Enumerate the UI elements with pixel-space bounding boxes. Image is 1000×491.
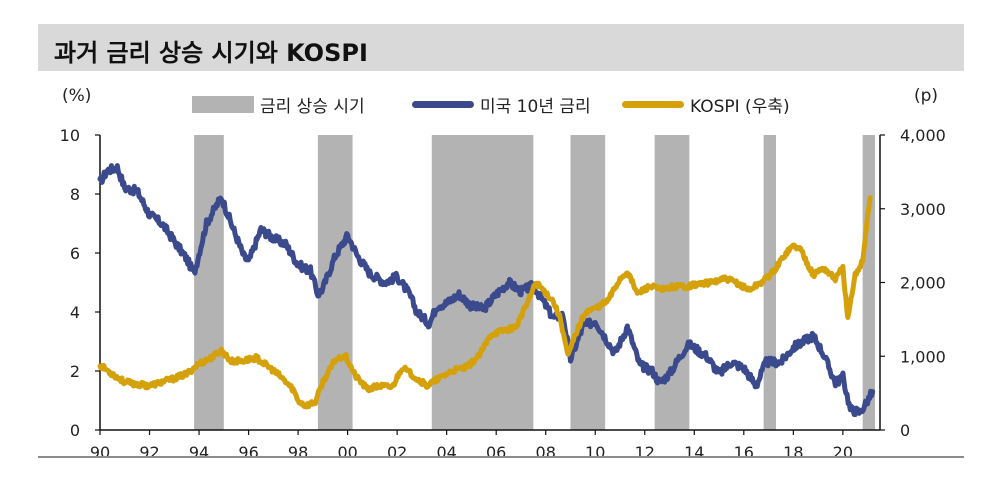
right-tick-label-4: 4,000 bbox=[900, 126, 946, 145]
legend-label-band: 금리 상승 시기 bbox=[260, 96, 365, 117]
right-tick-label-3: 3,000 bbox=[900, 200, 946, 219]
x-tick-label-7: 04 bbox=[436, 443, 456, 462]
series-line-us10y bbox=[97, 163, 876, 417]
left-tick-label-1: 2 bbox=[70, 362, 80, 381]
right-tick-label-2: 2,000 bbox=[900, 274, 946, 293]
legend-label-us10y: 미국 10년 금리 bbox=[480, 96, 591, 117]
left-tick-label-3: 6 bbox=[70, 244, 80, 263]
left-axis-unit: (%) bbox=[62, 86, 92, 106]
page-title: 과거 금리 상승 시기와 KOSPI bbox=[54, 39, 368, 67]
x-tick-label-3: 96 bbox=[238, 443, 258, 462]
series-line-kospi bbox=[97, 195, 873, 410]
legend-swatch-band bbox=[192, 95, 254, 113]
right-tick-label-1: 1,000 bbox=[900, 347, 946, 366]
x-tick-label-8: 06 bbox=[486, 443, 506, 462]
x-tick-label-15: 20 bbox=[833, 443, 853, 462]
left-tick-label-0: 0 bbox=[70, 421, 80, 440]
x-tick-label-12: 14 bbox=[684, 443, 704, 462]
rate-hike-band-0 bbox=[194, 135, 224, 430]
x-tick-label-9: 08 bbox=[536, 443, 556, 462]
legend-label-kospi: KOSPI (우축) bbox=[690, 96, 790, 117]
x-tick-label-14: 18 bbox=[783, 443, 803, 462]
legend-item-band: 금리 상승 시기 bbox=[192, 92, 365, 117]
rate-hike-band-2 bbox=[431, 135, 534, 430]
title-bar: 과거 금리 상승 시기와 KOSPI bbox=[38, 24, 964, 71]
left-tick-label-5: 10 bbox=[60, 126, 80, 145]
left-tick-label-2: 4 bbox=[70, 303, 80, 322]
bottom-rule bbox=[38, 456, 964, 458]
legend-item-us10y: 미국 10년 금리 bbox=[412, 92, 591, 117]
x-tick-label-1: 92 bbox=[139, 443, 159, 462]
x-tick-label-10: 10 bbox=[585, 443, 605, 462]
x-tick-label-0: 90 bbox=[90, 443, 110, 462]
legend-swatch-us10y bbox=[412, 100, 474, 108]
x-tick-label-11: 12 bbox=[635, 443, 655, 462]
left-tick-label-4: 8 bbox=[70, 185, 80, 204]
x-tick-label-4: 98 bbox=[288, 443, 308, 462]
rate-hike-band-6 bbox=[862, 135, 876, 430]
x-tick-label-5: 00 bbox=[337, 443, 357, 462]
x-tick-label-13: 16 bbox=[734, 443, 754, 462]
x-tick-label-6: 02 bbox=[387, 443, 407, 462]
right-axis-unit: (p) bbox=[914, 86, 939, 106]
legend-swatch-kospi bbox=[622, 100, 684, 108]
right-tick-label-0: 0 bbox=[900, 421, 910, 440]
rate-hike-band-3 bbox=[570, 135, 606, 430]
x-tick-label-2: 94 bbox=[189, 443, 209, 462]
legend-item-kospi: KOSPI (우축) bbox=[622, 92, 790, 117]
